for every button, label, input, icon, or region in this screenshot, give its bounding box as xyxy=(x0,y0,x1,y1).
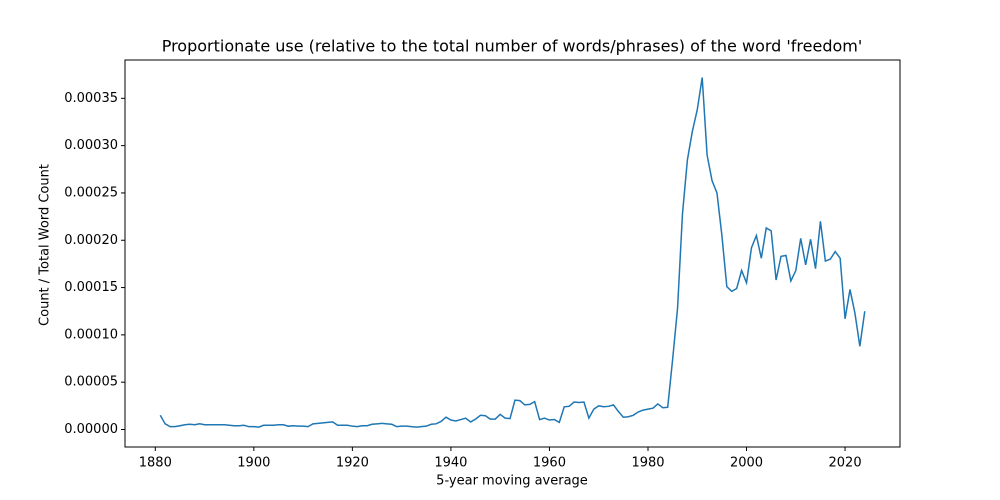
plot-frame xyxy=(124,59,901,448)
y-tick-label: 0.00020 xyxy=(64,233,118,248)
chart-title: Proportionate use (relative to the total… xyxy=(162,37,863,56)
x-tick-label: 2020 xyxy=(829,456,862,471)
x-tick-label: 1900 xyxy=(237,456,270,471)
x-tick-label: 1880 xyxy=(139,456,172,471)
x-tick-label: 1920 xyxy=(336,456,369,471)
y-tick-label: 0.00000 xyxy=(64,422,118,437)
line-series xyxy=(159,77,866,428)
x-tick-label: 1980 xyxy=(631,456,664,471)
y-tick-label: 0.00010 xyxy=(64,327,118,342)
y-tick-label: 0.00005 xyxy=(64,375,118,390)
x-tick-label: 2000 xyxy=(730,456,763,471)
y-axis-label: Count / Total Word Count xyxy=(38,164,53,326)
y-tick-label: 0.00030 xyxy=(64,138,118,153)
x-tick-label: 1960 xyxy=(533,456,566,471)
x-axis-label: 5-year moving average xyxy=(436,474,588,489)
y-tick-label: 0.00025 xyxy=(64,185,118,200)
y-tick-label: 0.00035 xyxy=(64,91,118,106)
x-tick-label: 1940 xyxy=(434,456,467,471)
y-tick-label: 0.00015 xyxy=(64,280,118,295)
